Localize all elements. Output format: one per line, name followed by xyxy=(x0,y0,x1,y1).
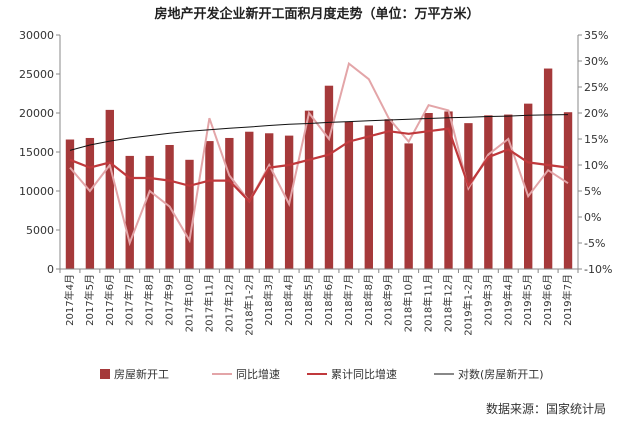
bar xyxy=(504,114,513,269)
x-tick-label: 2017年9月 xyxy=(163,274,176,326)
bar xyxy=(384,119,393,270)
x-tick-label: 2017年5月 xyxy=(83,274,96,326)
bar xyxy=(563,112,573,269)
bar xyxy=(524,103,533,269)
bar xyxy=(185,159,194,269)
x-tick-label: 2019年1-2月 xyxy=(461,274,474,336)
y-left-tick-label: 30000 xyxy=(19,29,54,42)
y-right-tick-label: 10% xyxy=(584,159,608,172)
bar xyxy=(145,155,154,269)
trend-line xyxy=(69,114,569,151)
legend: 房屋新开工 同比增速 累计同比增速 对数(房屋新开工) xyxy=(100,367,544,381)
x-tick-label: 2018年6月 xyxy=(322,274,335,326)
bar xyxy=(304,110,314,269)
x-tick-label: 2017年10月 xyxy=(183,274,196,332)
bar xyxy=(125,155,134,269)
x-tick-label: 2018年8月 xyxy=(362,274,375,326)
x-tick-label: 2017年7月 xyxy=(123,274,136,326)
x-tick-label: 2017年12月 xyxy=(222,274,235,332)
legend-label: 房屋新开工 xyxy=(114,367,169,381)
bar xyxy=(344,121,354,269)
bar xyxy=(424,113,433,269)
y-left-tick-label: 25000 xyxy=(19,68,54,81)
y-right-tick-label: 5% xyxy=(584,185,601,198)
x-tick-label: 2018年11月 xyxy=(422,274,435,332)
x-tick-label: 2018年4月 xyxy=(282,274,295,326)
x-tick-label: 2017年6月 xyxy=(103,274,116,326)
bar xyxy=(364,125,373,269)
bar xyxy=(85,137,95,269)
bar xyxy=(225,137,234,269)
bar xyxy=(205,141,214,269)
x-tick-label: 2017年8月 xyxy=(143,274,156,326)
x-tick-label: 2019年7月 xyxy=(561,274,574,326)
y-left-tick-label: 20000 xyxy=(19,107,54,120)
legend-swatch xyxy=(100,369,110,379)
x-tick-label: 2017年11月 xyxy=(202,274,215,332)
x-tick-label: 2019年4月 xyxy=(501,274,514,326)
x-tick-label: 2017年4月 xyxy=(63,274,76,326)
bar xyxy=(404,143,413,269)
bar xyxy=(464,123,473,269)
bar xyxy=(265,133,274,269)
x-tick-label: 2018年7月 xyxy=(342,274,355,326)
series-line xyxy=(69,127,569,204)
chart-title: 房地产开发企业新开工面积月度走势（单位：万平方米） xyxy=(154,7,480,22)
y-right-tick-label: 15% xyxy=(584,133,608,146)
legend-label: 对数(房屋新开工) xyxy=(458,367,544,381)
y-left-tick-label: 5000 xyxy=(26,224,54,237)
y-right-tick-label: -10% xyxy=(584,263,612,276)
legend-label: 同比增速 xyxy=(236,367,280,381)
x-tick-label: 2018年5月 xyxy=(302,274,315,326)
line-series xyxy=(69,61,569,247)
x-tick-label: 2019年5月 xyxy=(521,274,534,326)
x-tick-label: 2018年3月 xyxy=(262,274,275,326)
bar-series xyxy=(65,68,573,270)
y-right-tick-label: 20% xyxy=(584,107,608,120)
y-right-tick-label: 25% xyxy=(584,81,608,94)
x-tick-label: 2019年6月 xyxy=(541,274,554,326)
series-line xyxy=(69,61,569,247)
x-tick-label: 2019年3月 xyxy=(481,274,494,326)
bar xyxy=(65,139,75,269)
y-right-tick-label: -5% xyxy=(584,237,605,250)
y-right-tick-label: 0% xyxy=(584,211,601,224)
bar xyxy=(444,111,453,269)
x-tick-label: 2018年10月 xyxy=(402,274,415,332)
legend-label: 累计同比增速 xyxy=(331,367,397,381)
axes: 0 5000 10000 15000 20000 25000 30000 -10% -5% 0% 5… xyxy=(19,29,612,336)
bar xyxy=(543,68,553,269)
y-right-tick-label: 30% xyxy=(584,55,608,68)
bar xyxy=(105,109,114,269)
bar xyxy=(484,115,493,269)
x-tick-label: 2018年12月 xyxy=(442,274,455,332)
y-left-tick-label: 0 xyxy=(47,263,54,276)
x-tick-label: 2018年9月 xyxy=(382,274,395,326)
y-left-tick-label: 10000 xyxy=(19,185,54,198)
y-right-tick-label: 35% xyxy=(584,29,608,42)
y-left-tick-label: 15000 xyxy=(19,146,54,159)
bar xyxy=(324,85,334,269)
x-tick-label: 2018年1-2月 xyxy=(242,274,255,336)
source-note: 数据来源：国家统计局 xyxy=(485,402,606,416)
